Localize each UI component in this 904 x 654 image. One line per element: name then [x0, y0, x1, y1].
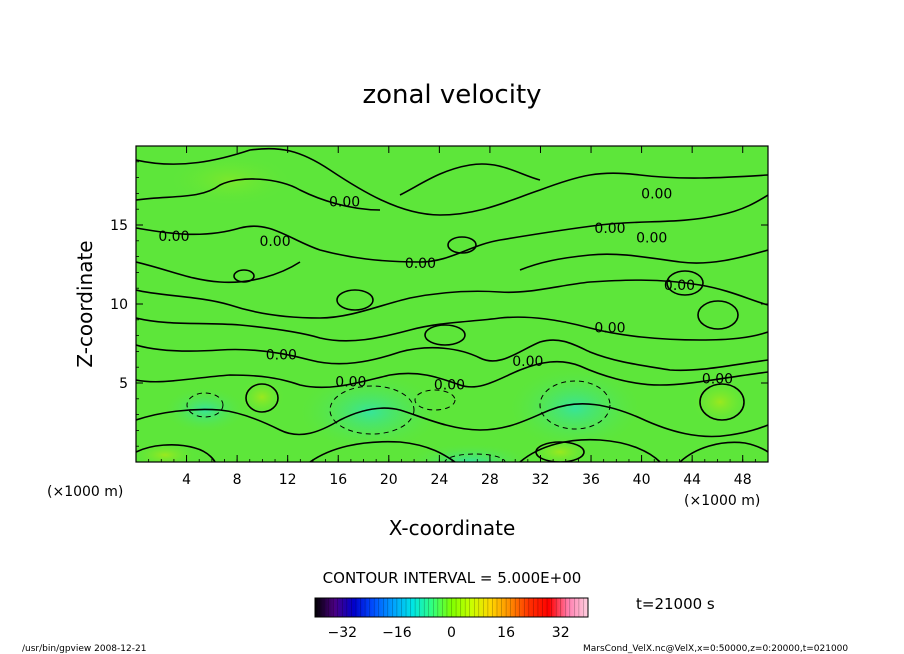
colorbar-tick-label: 0 — [447, 625, 456, 641]
contour-labels: 0.00 0.00 0.00 0.00 0.00 0.00 0.00 0.00 0.00 0.00… — [158, 186, 733, 393]
x-tick-label: 40 — [633, 472, 651, 488]
anomaly-cyan — [510, 368, 640, 448]
x-tick-label: 20 — [380, 472, 398, 488]
z-unit-label: (×1000 m) — [47, 484, 123, 500]
contour-label: 0.00 — [594, 321, 625, 337]
contour-line — [519, 438, 661, 462]
contour-label: 0.00 — [664, 278, 695, 294]
anomaly-yellow — [170, 155, 290, 205]
plot-area: 0.00 0.00 0.00 0.00 0.00 0.00 0.00 0.00 0.00 0.00… — [136, 146, 768, 462]
contour-negative — [186, 392, 224, 418]
x-tick-label: 12 — [279, 472, 297, 488]
x-tick-label: 4 — [182, 472, 191, 488]
colorbar-frame — [314, 597, 589, 618]
contour-line — [136, 360, 768, 389]
contour-line — [399, 163, 541, 196]
y-tick-label: 10 — [110, 297, 128, 313]
contour-label: 0.00 — [329, 194, 360, 210]
contour-closed — [336, 289, 374, 311]
contour-closed — [666, 270, 704, 296]
y-axis-label: Z-coordinate — [73, 240, 97, 367]
x-tick-label: 48 — [734, 472, 752, 488]
footer-left: /usr/bin/gpview 2008-12-21 — [22, 644, 146, 654]
contour-label: 0.00 — [158, 229, 189, 245]
contour-lines — [136, 147, 768, 462]
contour-closed — [233, 269, 255, 283]
contour-label: 0.00 — [636, 231, 667, 247]
contour-line — [136, 147, 768, 216]
chart-title: zonal velocity — [362, 80, 541, 110]
anomaly-cyan — [410, 444, 530, 462]
contour-label: 0.00 — [434, 378, 465, 394]
contour-line — [136, 261, 301, 284]
contour-lines-negative — [186, 380, 611, 462]
contour-label: 0.00 — [702, 371, 733, 387]
colorbar-tick-label: 16 — [497, 625, 515, 641]
anomaly-yellow — [692, 380, 748, 424]
contour-closed — [535, 441, 585, 462]
contour-label: 0.00 — [641, 186, 672, 202]
contour-closed — [447, 236, 477, 254]
colorbar: −32 −16 0 16 32 — [314, 597, 589, 641]
contour-negative — [539, 380, 611, 430]
contour-label: 0.00 — [266, 348, 297, 364]
contour-line — [136, 339, 768, 372]
contour-label: 0.00 — [594, 221, 625, 237]
x-tick-label: 16 — [329, 472, 347, 488]
contour-line — [519, 249, 768, 271]
y-axis: 5 10 15 — [110, 145, 768, 463]
contour-line — [136, 194, 768, 263]
footer-right: MarsCond_VelX.nc@VelX,x=0:50000,z=0:2000… — [583, 644, 848, 654]
contour-line — [136, 279, 768, 319]
contour-interval: CONTOUR INTERVAL = 5.000E+00 — [323, 569, 582, 587]
x-tick-label: 36 — [582, 472, 600, 488]
x-axis: 4 8 12 16 20 24 28 32 36 40 44 48 — [135, 146, 769, 488]
contour-line — [136, 443, 216, 462]
contour-negative — [414, 389, 456, 411]
contour-label: 0.00 — [259, 234, 290, 250]
contour-line — [679, 441, 768, 462]
contour-closed — [424, 324, 466, 346]
contour-line — [136, 403, 768, 438]
x-tick-label: 32 — [532, 472, 550, 488]
contour-line — [309, 440, 456, 462]
contour-line — [136, 178, 381, 211]
x-unit-label: (×1000 m) — [684, 493, 760, 509]
colorbar-tick-label: 32 — [552, 625, 570, 641]
contour-closed — [697, 300, 739, 330]
contour-negative — [329, 385, 415, 435]
contour-label: 0.00 — [335, 374, 366, 390]
contour-label: 0.00 — [512, 354, 543, 370]
contour-line — [136, 316, 768, 342]
x-axis-label: X-coordinate — [389, 516, 516, 540]
colorbar-tick-label: −16 — [382, 625, 412, 641]
contour-closed — [245, 383, 279, 413]
anomaly-cyan — [300, 374, 440, 450]
x-tick-label: 24 — [430, 472, 448, 488]
contour-label: 0.00 — [405, 256, 436, 272]
x-tick-label: 8 — [233, 472, 242, 488]
y-tick-label: 5 — [119, 376, 128, 392]
y-tick-label: 15 — [110, 218, 128, 234]
colorbar-stripes — [319, 598, 584, 617]
x-tick-label: 44 — [683, 472, 701, 488]
x-tick-label: 28 — [481, 472, 499, 488]
contour-closed — [699, 383, 745, 421]
colorbar-tick-label: −32 — [328, 625, 358, 641]
colorbar-ticks: −32 −16 0 16 32 — [328, 625, 570, 641]
time-label: t=21000 s — [636, 595, 715, 613]
